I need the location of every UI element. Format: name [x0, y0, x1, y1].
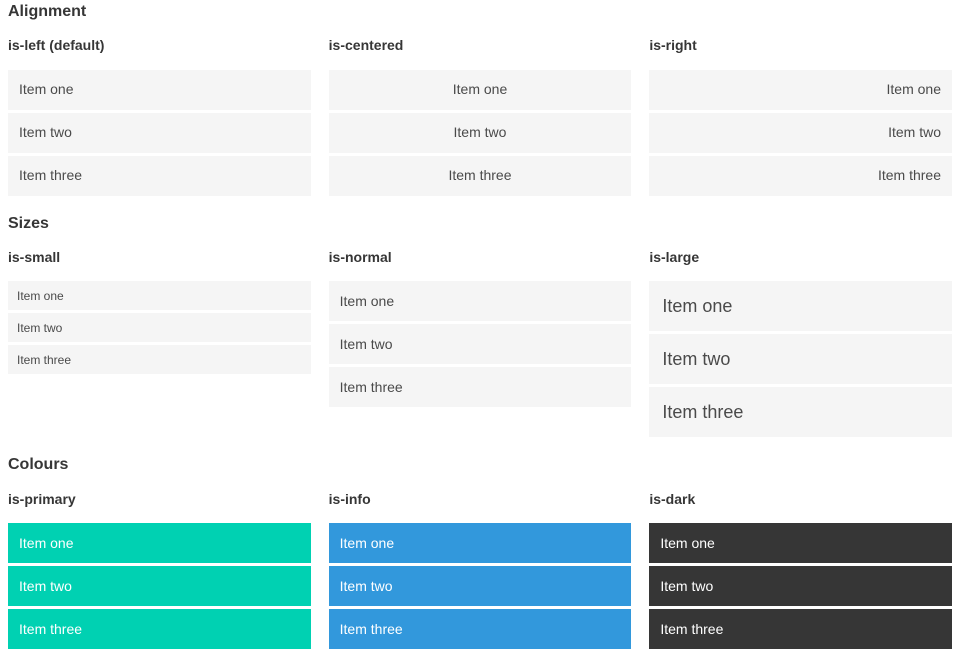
list-item: Item two [8, 112, 311, 153]
section-title: Colours [8, 456, 69, 474]
columns: is-left (default) Item one Item two Item t… [8, 37, 952, 196]
list-right: Item one Item two Item three [649, 69, 952, 196]
list-centered: Item one Item two Item three [328, 69, 632, 196]
list-small: Item one Item two Item three [8, 281, 311, 375]
list-item: Item one [649, 69, 952, 110]
list-item: Item two [8, 313, 311, 343]
column-title: is-right [649, 37, 697, 54]
section-title: Sizes [8, 214, 49, 232]
column: is-dark Item one Item two Item three [649, 491, 952, 650]
list-item: Item two [649, 112, 952, 153]
column: is-right Item one Item two Item three [649, 37, 952, 196]
column-title: is-normal [328, 248, 392, 265]
list-item: Item three [328, 155, 632, 196]
list-item: Item one [328, 69, 632, 110]
list-item: Item one [649, 281, 952, 332]
list-item: Item three [328, 367, 632, 408]
columns: is-primary Item one Item two Item three is… [8, 491, 952, 650]
column-title: is-small [8, 248, 61, 265]
list-item: Item three [649, 387, 952, 438]
list-item: Item two [8, 566, 311, 607]
list-item: Item three [328, 609, 632, 650]
column-title: is-dark [649, 490, 696, 507]
list-item: Item two [328, 324, 632, 365]
list-left: Item one Item two Item three [8, 69, 311, 196]
column-title: is-info [328, 490, 371, 507]
list-item: Item three [8, 345, 311, 375]
list-item: Item two [328, 566, 632, 607]
column-title: is-primary [8, 490, 76, 507]
list-item: Item one [8, 69, 311, 110]
list-item: Item one [8, 281, 311, 311]
column: is-left (default) Item one Item two Item t… [8, 37, 311, 196]
list-large: Item one Item two Item three [649, 281, 952, 438]
section-colours: Colours is-primary Item one Item two Item … [8, 455, 952, 650]
column: is-primary Item one Item two Item three [8, 491, 311, 650]
list-item: Item three [649, 155, 952, 196]
column: is-centered Item one Item two Item three [328, 37, 632, 196]
list-item: Item three [649, 609, 952, 650]
column-title: is-large [649, 248, 700, 265]
list-normal: Item one Item two Item three [328, 281, 632, 408]
list-dark: Item one Item two Item three [649, 523, 952, 650]
column: is-small Item one Item two Item three [8, 249, 311, 438]
list-item: Item one [8, 523, 311, 564]
column: is-large Item one Item two Item three [649, 249, 952, 438]
list-item: Item three [8, 609, 311, 650]
page: Alignment is-left (default) Item one Item… [8, 2, 952, 650]
section-title: Alignment [8, 3, 87, 20]
list-item: Item two [649, 334, 952, 385]
column-title: is-centered [328, 37, 404, 54]
list-item: Item two [649, 566, 952, 607]
columns: is-small Item one Item two Item three is-n… [8, 249, 952, 438]
list-item: Item three [8, 155, 311, 196]
list-item: Item one [328, 523, 632, 564]
list-primary: Item one Item two Item three [8, 523, 311, 650]
column: is-info Item one Item two Item three [328, 490, 632, 650]
list-item: Item one [649, 523, 952, 564]
list-item: Item two [328, 112, 632, 153]
section-alignment: Alignment is-left (default) Item one Item… [8, 2, 952, 196]
list-info: Item one Item two Item three [328, 523, 632, 650]
column-title: is-left (default) [8, 37, 105, 54]
list-item: Item one [328, 281, 632, 322]
section-sizes: Sizes is-small Item one Item two Item thre… [8, 214, 952, 438]
column: is-normal Item one Item two Item three [328, 248, 632, 438]
